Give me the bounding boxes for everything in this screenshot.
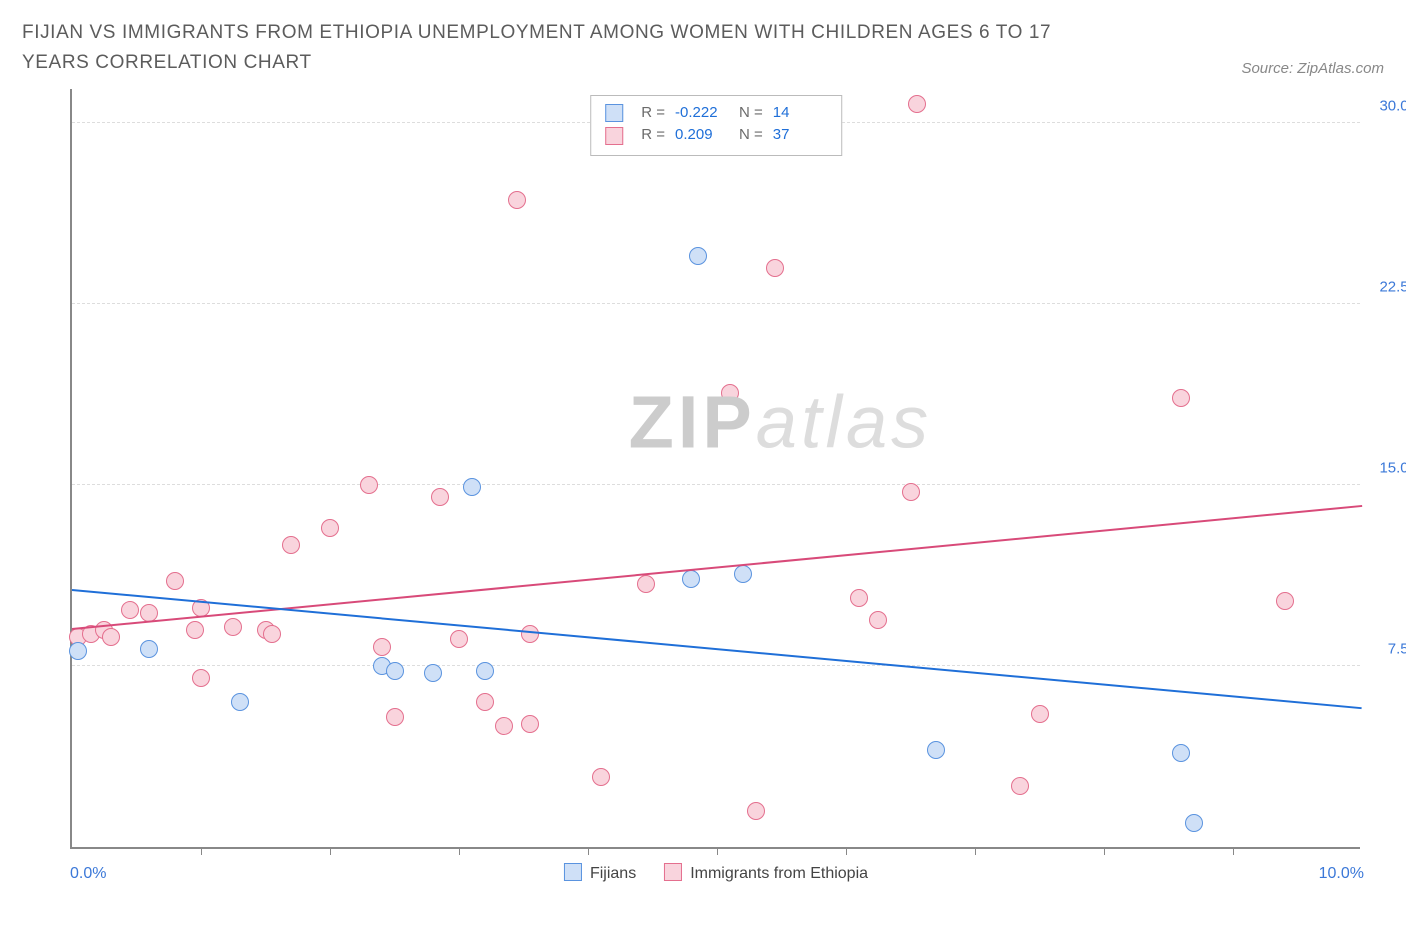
r-label: R =: [641, 124, 665, 147]
data-point-ethiopia: [373, 638, 391, 656]
n-value-fijians: 14: [773, 102, 827, 125]
n-value-ethiopia: 37: [773, 124, 827, 147]
r-value-ethiopia: 0.209: [675, 124, 729, 147]
data-point-fijians: [69, 642, 87, 660]
x-tick: [846, 847, 847, 855]
data-point-fijians: [140, 640, 158, 658]
data-point-ethiopia: [166, 572, 184, 590]
data-point-ethiopia: [1276, 592, 1294, 610]
data-point-ethiopia: [224, 618, 242, 636]
gridline: [72, 484, 1360, 485]
x-tick: [717, 847, 718, 855]
data-point-ethiopia: [747, 802, 765, 820]
y-tick-label: 30.0%: [1379, 97, 1406, 114]
data-point-ethiopia: [637, 575, 655, 593]
gridline: [72, 665, 1360, 666]
data-point-ethiopia: [521, 715, 539, 733]
chart-title: FIJIAN VS IMMIGRANTS FROM ETHIOPIA UNEMP…: [22, 18, 1122, 79]
x-tick: [588, 847, 589, 855]
stats-row-ethiopia: R = 0.209 N = 37: [605, 124, 827, 147]
gridline: [72, 303, 1360, 304]
data-point-fijians: [231, 693, 249, 711]
data-point-ethiopia: [431, 488, 449, 506]
chart-source: Source: ZipAtlas.com: [1241, 60, 1384, 79]
y-tick-label: 15.0%: [1379, 459, 1406, 476]
x-tick: [459, 847, 460, 855]
n-label: N =: [739, 124, 763, 147]
chart-area: Unemployment Among Women with Children A…: [22, 89, 1384, 849]
data-point-ethiopia: [508, 191, 526, 209]
data-point-ethiopia: [495, 717, 513, 735]
data-point-ethiopia: [450, 630, 468, 648]
x-tick: [1233, 847, 1234, 855]
data-point-ethiopia: [386, 708, 404, 726]
data-point-ethiopia: [1031, 705, 1049, 723]
data-point-ethiopia: [908, 95, 926, 113]
data-point-fijians: [463, 478, 481, 496]
r-value-fijians: -0.222: [675, 102, 729, 125]
data-point-ethiopia: [102, 628, 120, 646]
y-tick-label: 7.5%: [1388, 640, 1406, 657]
data-point-ethiopia: [282, 536, 300, 554]
data-point-fijians: [476, 662, 494, 680]
stats-row-fijians: R = -0.222 N = 14: [605, 102, 827, 125]
r-label: R =: [641, 102, 665, 125]
trendline-fijians: [72, 589, 1362, 709]
data-point-ethiopia: [592, 768, 610, 786]
x-axis-max-label: 10.0%: [1319, 865, 1364, 883]
data-point-ethiopia: [721, 384, 739, 402]
data-point-ethiopia: [521, 625, 539, 643]
data-point-ethiopia: [321, 519, 339, 537]
swatch-ethiopia-icon: [664, 863, 682, 881]
data-point-fijians: [1185, 814, 1203, 832]
data-point-ethiopia: [186, 621, 204, 639]
legend-item-fijians: Fijians: [564, 863, 636, 883]
watermark-part2: atlas: [756, 381, 932, 464]
data-point-ethiopia: [263, 625, 281, 643]
stats-legend-box: R = -0.222 N = 14 R = 0.209 N = 37: [590, 95, 842, 156]
data-point-ethiopia: [850, 589, 868, 607]
x-axis-min-label: 0.0%: [70, 865, 106, 883]
x-tick: [1104, 847, 1105, 855]
data-point-fijians: [386, 662, 404, 680]
swatch-ethiopia-icon: [605, 127, 623, 145]
legend-label-ethiopia: Immigrants from Ethiopia: [690, 865, 868, 882]
data-point-ethiopia: [476, 693, 494, 711]
data-point-fijians: [734, 565, 752, 583]
data-point-ethiopia: [902, 483, 920, 501]
data-point-fijians: [689, 247, 707, 265]
x-tick: [330, 847, 331, 855]
data-point-ethiopia: [1172, 389, 1190, 407]
data-point-ethiopia: [1011, 777, 1029, 795]
swatch-fijians-icon: [605, 104, 623, 122]
trendline-ethiopia: [72, 505, 1362, 630]
data-point-fijians: [927, 741, 945, 759]
swatch-fijians-icon: [564, 863, 582, 881]
data-point-fijians: [1172, 744, 1190, 762]
watermark: ZIPatlas: [629, 380, 932, 465]
data-point-ethiopia: [766, 259, 784, 277]
data-point-ethiopia: [869, 611, 887, 629]
data-point-ethiopia: [192, 669, 210, 687]
data-point-ethiopia: [121, 601, 139, 619]
y-tick-label: 22.5%: [1379, 278, 1406, 295]
n-label: N =: [739, 102, 763, 125]
series-legend: Fijians Immigrants from Ethiopia: [564, 863, 868, 883]
x-tick: [975, 847, 976, 855]
legend-label-fijians: Fijians: [590, 865, 636, 882]
data-point-fijians: [682, 570, 700, 588]
x-tick: [201, 847, 202, 855]
data-point-fijians: [424, 664, 442, 682]
plot-region: ZIPatlas R = -0.222 N = 14 R = 0.209 N =…: [70, 89, 1360, 849]
data-point-ethiopia: [360, 476, 378, 494]
legend-item-ethiopia: Immigrants from Ethiopia: [664, 863, 868, 883]
